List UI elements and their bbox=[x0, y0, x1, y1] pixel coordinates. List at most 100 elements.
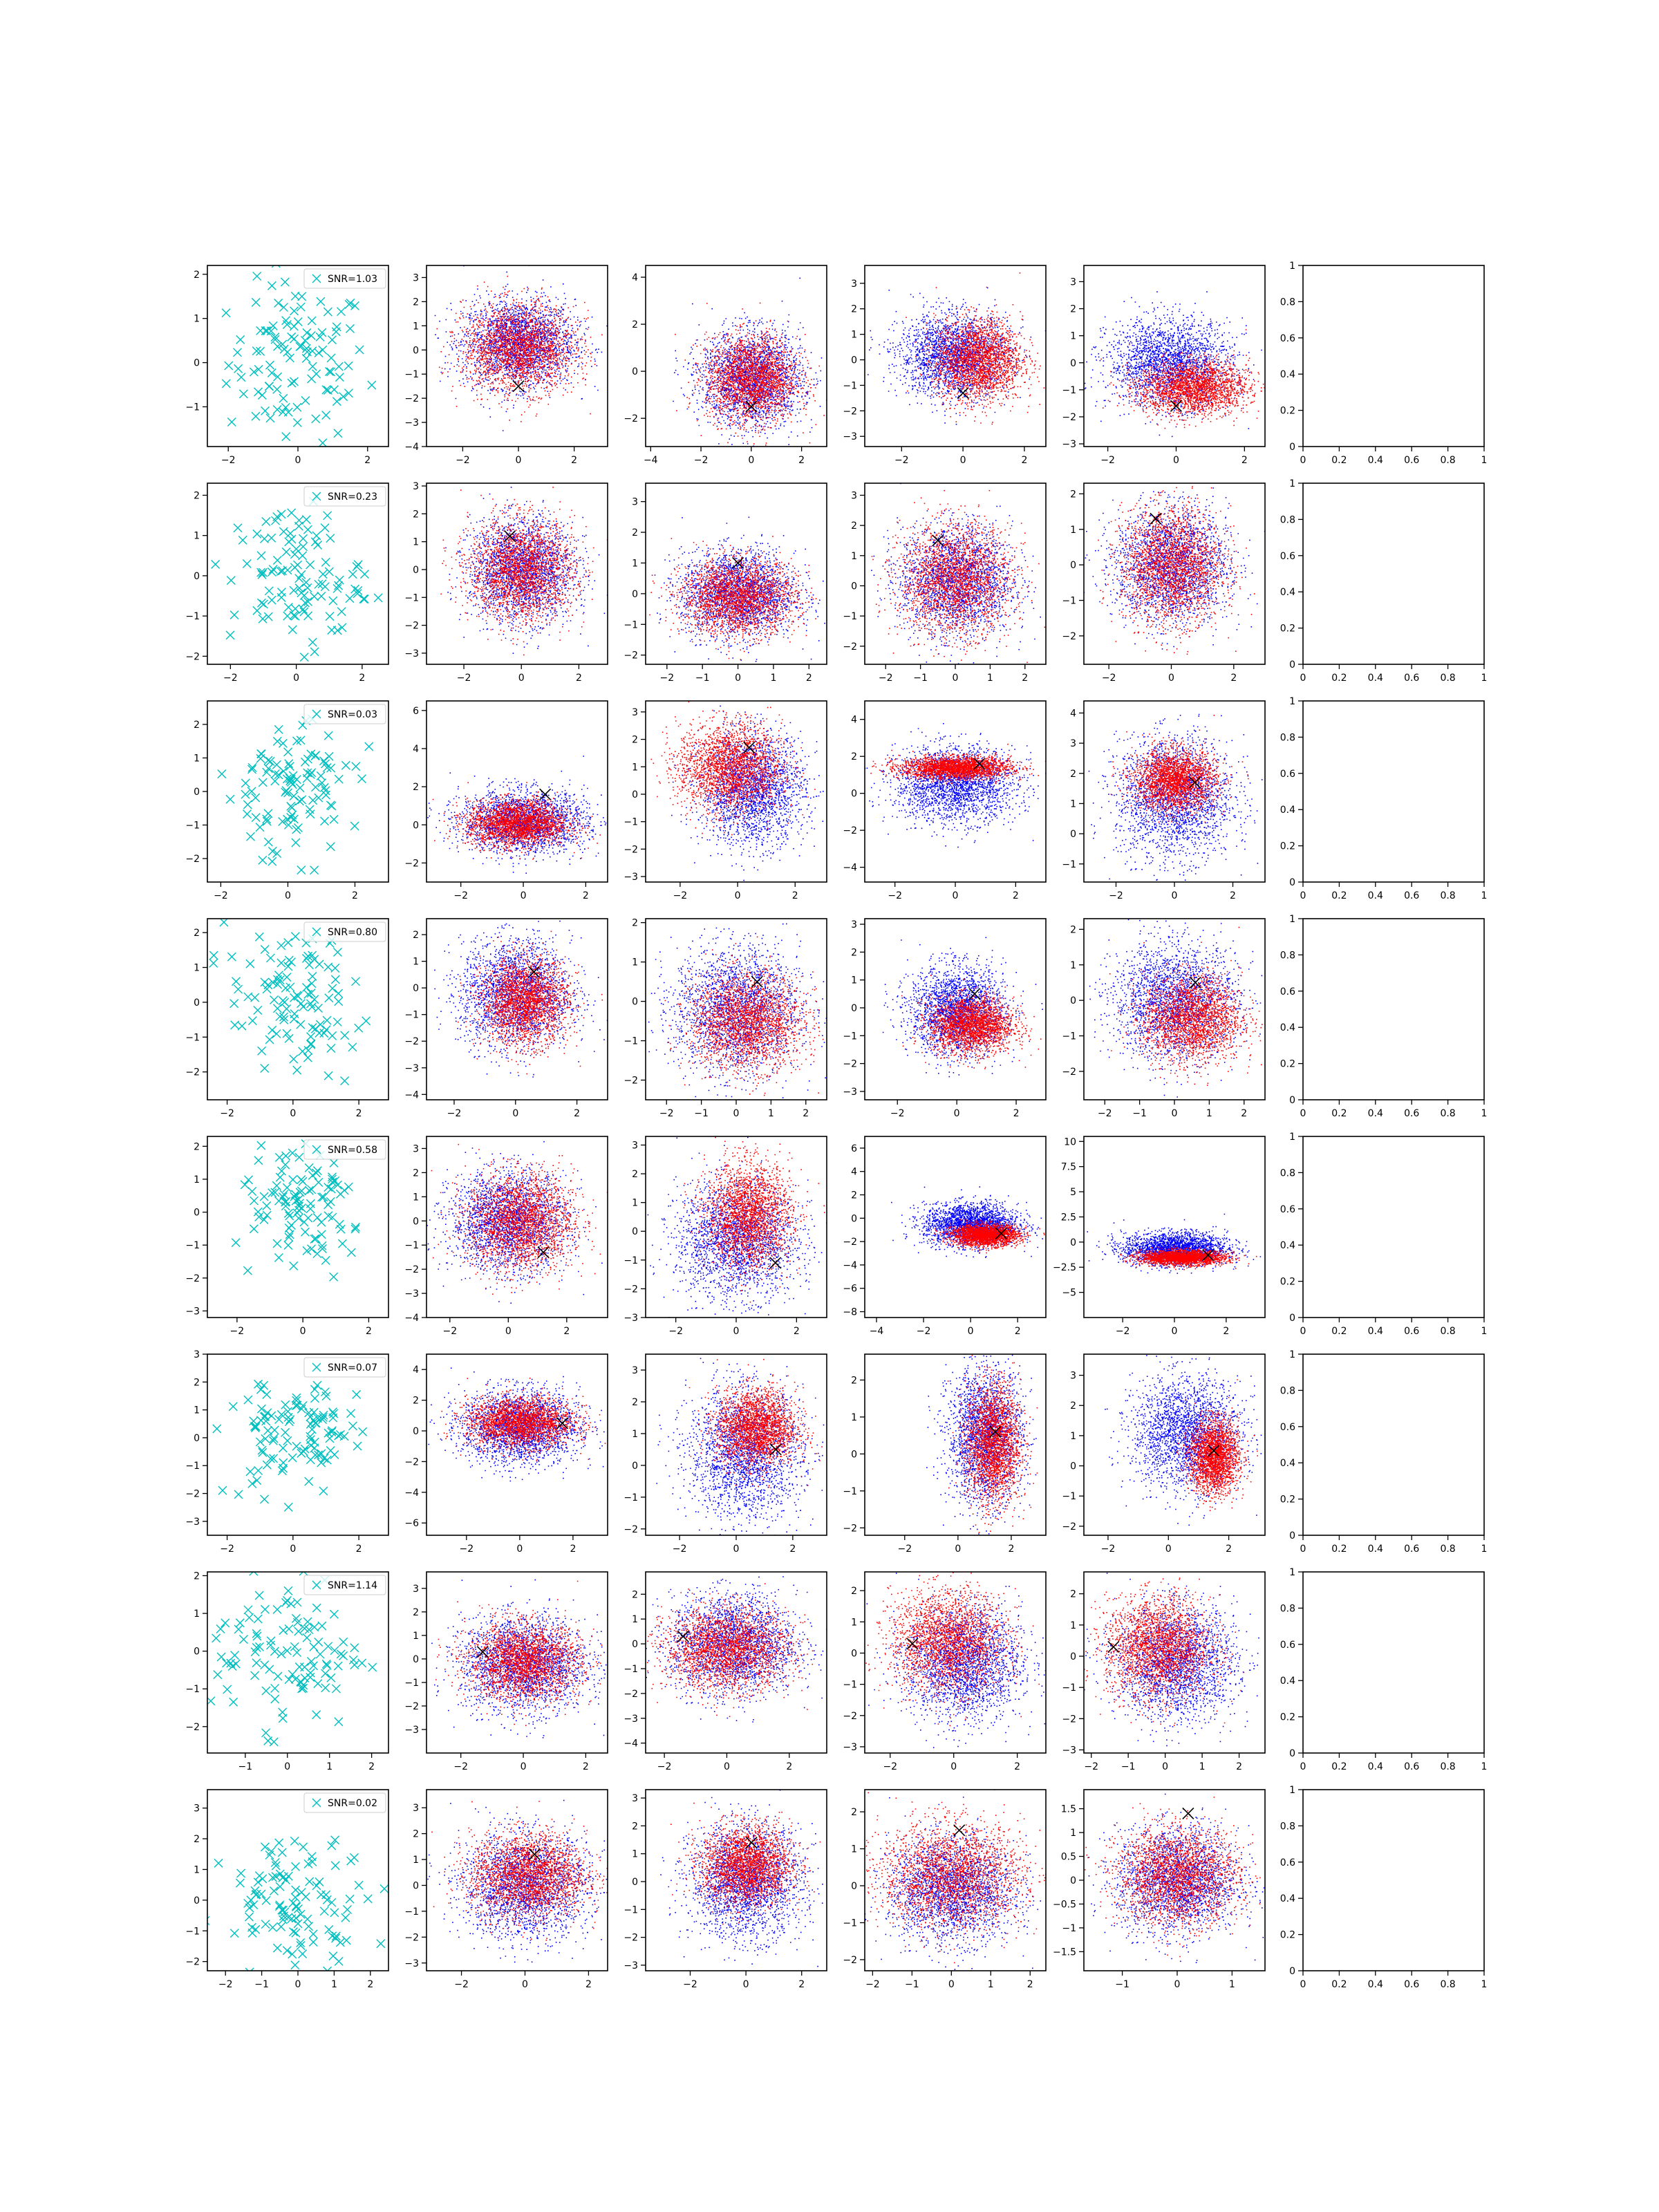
noise-point bbox=[315, 349, 323, 357]
x-tick-label: −2 bbox=[890, 1108, 905, 1119]
red-points bbox=[1070, 1557, 1270, 1726]
noise-point bbox=[274, 1672, 282, 1680]
noise-point bbox=[227, 418, 236, 426]
noise-point bbox=[272, 1181, 281, 1190]
x-tick-label: 2 bbox=[1021, 455, 1027, 466]
x-tick-label: 0.6 bbox=[1404, 673, 1419, 684]
y-tick-label: 1 bbox=[851, 1412, 857, 1423]
y-tick-label: 3 bbox=[194, 1349, 200, 1360]
plot-area bbox=[418, 1580, 658, 1738]
noise-point bbox=[330, 1610, 338, 1618]
x-tick-label: 0 bbox=[954, 1108, 960, 1119]
legend: SNR=0.02 bbox=[304, 1793, 386, 1812]
y-tick-label: −1 bbox=[1062, 1683, 1076, 1694]
y-tick-label: 0 bbox=[1070, 1875, 1076, 1886]
noise-point bbox=[295, 797, 303, 805]
noise-point bbox=[335, 997, 343, 1006]
noise-point bbox=[311, 1024, 319, 1033]
y-tick-label: −3 bbox=[624, 1960, 638, 1971]
y-tick-label: −1 bbox=[843, 611, 857, 622]
noise-point bbox=[265, 361, 274, 369]
noise-point bbox=[287, 1122, 295, 1130]
legend-label: SNR=0.03 bbox=[328, 709, 377, 720]
noise-point bbox=[282, 433, 290, 441]
noise-point bbox=[358, 775, 366, 783]
y-tick-label: 1.5 bbox=[1061, 1804, 1076, 1815]
x-tick-label: −2 bbox=[214, 890, 228, 901]
x-tick-label: 0.2 bbox=[1331, 1544, 1347, 1555]
y-tick-label: −2 bbox=[185, 1957, 200, 1968]
noise-point bbox=[312, 1711, 321, 1719]
y-tick-label: 2 bbox=[1070, 489, 1076, 500]
noise-point bbox=[327, 1674, 335, 1682]
noise-point bbox=[253, 272, 261, 281]
noise-point bbox=[359, 594, 368, 603]
x-tick-label: 0.6 bbox=[1404, 1979, 1419, 1990]
center-cross-marker bbox=[557, 1418, 568, 1429]
x-tick-label: 0 bbox=[724, 1761, 730, 1772]
noise-point bbox=[299, 1567, 308, 1575]
noise-point bbox=[245, 1968, 254, 1976]
x-tick-label: 2 bbox=[1226, 1544, 1232, 1555]
noise-point bbox=[279, 527, 288, 536]
x-tick-label: −1 bbox=[694, 1108, 709, 1119]
noise-point bbox=[296, 784, 304, 792]
noise-point bbox=[307, 332, 315, 340]
x-tick-label: 2 bbox=[364, 455, 371, 466]
noise-point bbox=[273, 1944, 281, 1952]
noise-point bbox=[319, 1193, 328, 1201]
y-tick-label: 0.8 bbox=[1280, 1385, 1295, 1396]
axes-frame bbox=[427, 483, 608, 664]
y-tick-label: 3 bbox=[851, 279, 857, 290]
noise-point bbox=[223, 1685, 232, 1694]
y-tick-label: 0 bbox=[413, 345, 419, 356]
noise-point bbox=[312, 370, 321, 378]
x-tick-label: 2 bbox=[563, 1326, 570, 1337]
y-tick-label: −1 bbox=[185, 1032, 200, 1043]
y-tick-label: −2 bbox=[185, 1273, 200, 1284]
noise-point bbox=[231, 1021, 239, 1029]
blue-points bbox=[865, 723, 1086, 847]
y-tick-label: 0 bbox=[851, 1003, 857, 1014]
x-tick-label: 1 bbox=[770, 673, 776, 684]
blue-points bbox=[414, 265, 612, 431]
noise-point bbox=[330, 386, 338, 394]
axes-frame bbox=[646, 1572, 827, 1753]
x-tick-label: 0.8 bbox=[1440, 1326, 1455, 1337]
x-tick-label: 0 bbox=[300, 1326, 306, 1337]
y-tick-label: −2 bbox=[843, 1711, 857, 1722]
plot-area bbox=[863, 1542, 1071, 1748]
noise-point bbox=[310, 592, 319, 601]
y-tick-label: −2 bbox=[185, 1489, 200, 1500]
x-tick-label: 0.2 bbox=[1331, 1979, 1347, 1990]
noise-point bbox=[310, 1385, 319, 1394]
y-tick-label: −2 bbox=[843, 1955, 857, 1966]
x-tick-label: 0 bbox=[1172, 1108, 1178, 1119]
noise-point bbox=[319, 346, 327, 354]
x-tick-label: −2 bbox=[1109, 890, 1123, 901]
axes-frame bbox=[1303, 1354, 1484, 1535]
noise-point bbox=[334, 1662, 342, 1670]
plot-area bbox=[648, 1103, 867, 1336]
noise-point bbox=[218, 1486, 227, 1494]
y-tick-label: 3 bbox=[194, 1803, 200, 1815]
noise-point bbox=[261, 978, 269, 986]
x-tick-label: 1 bbox=[1481, 1326, 1488, 1337]
x-tick-label: −2 bbox=[883, 1761, 897, 1772]
legend-label: SNR=1.14 bbox=[328, 1580, 377, 1591]
subplot-r5-c5: −2 0 2−5−2.502.557.510 bbox=[1053, 1136, 1272, 1337]
noise-point bbox=[299, 1843, 308, 1851]
x-tick-label: 2 bbox=[798, 1979, 805, 1990]
noise-point bbox=[377, 1940, 385, 1948]
y-tick-label: 2 bbox=[1070, 769, 1076, 780]
red-points bbox=[1109, 927, 1273, 1086]
noise-point bbox=[311, 783, 319, 791]
noise-point bbox=[234, 1625, 243, 1633]
noise-point bbox=[257, 749, 265, 758]
noise-point bbox=[306, 805, 314, 814]
